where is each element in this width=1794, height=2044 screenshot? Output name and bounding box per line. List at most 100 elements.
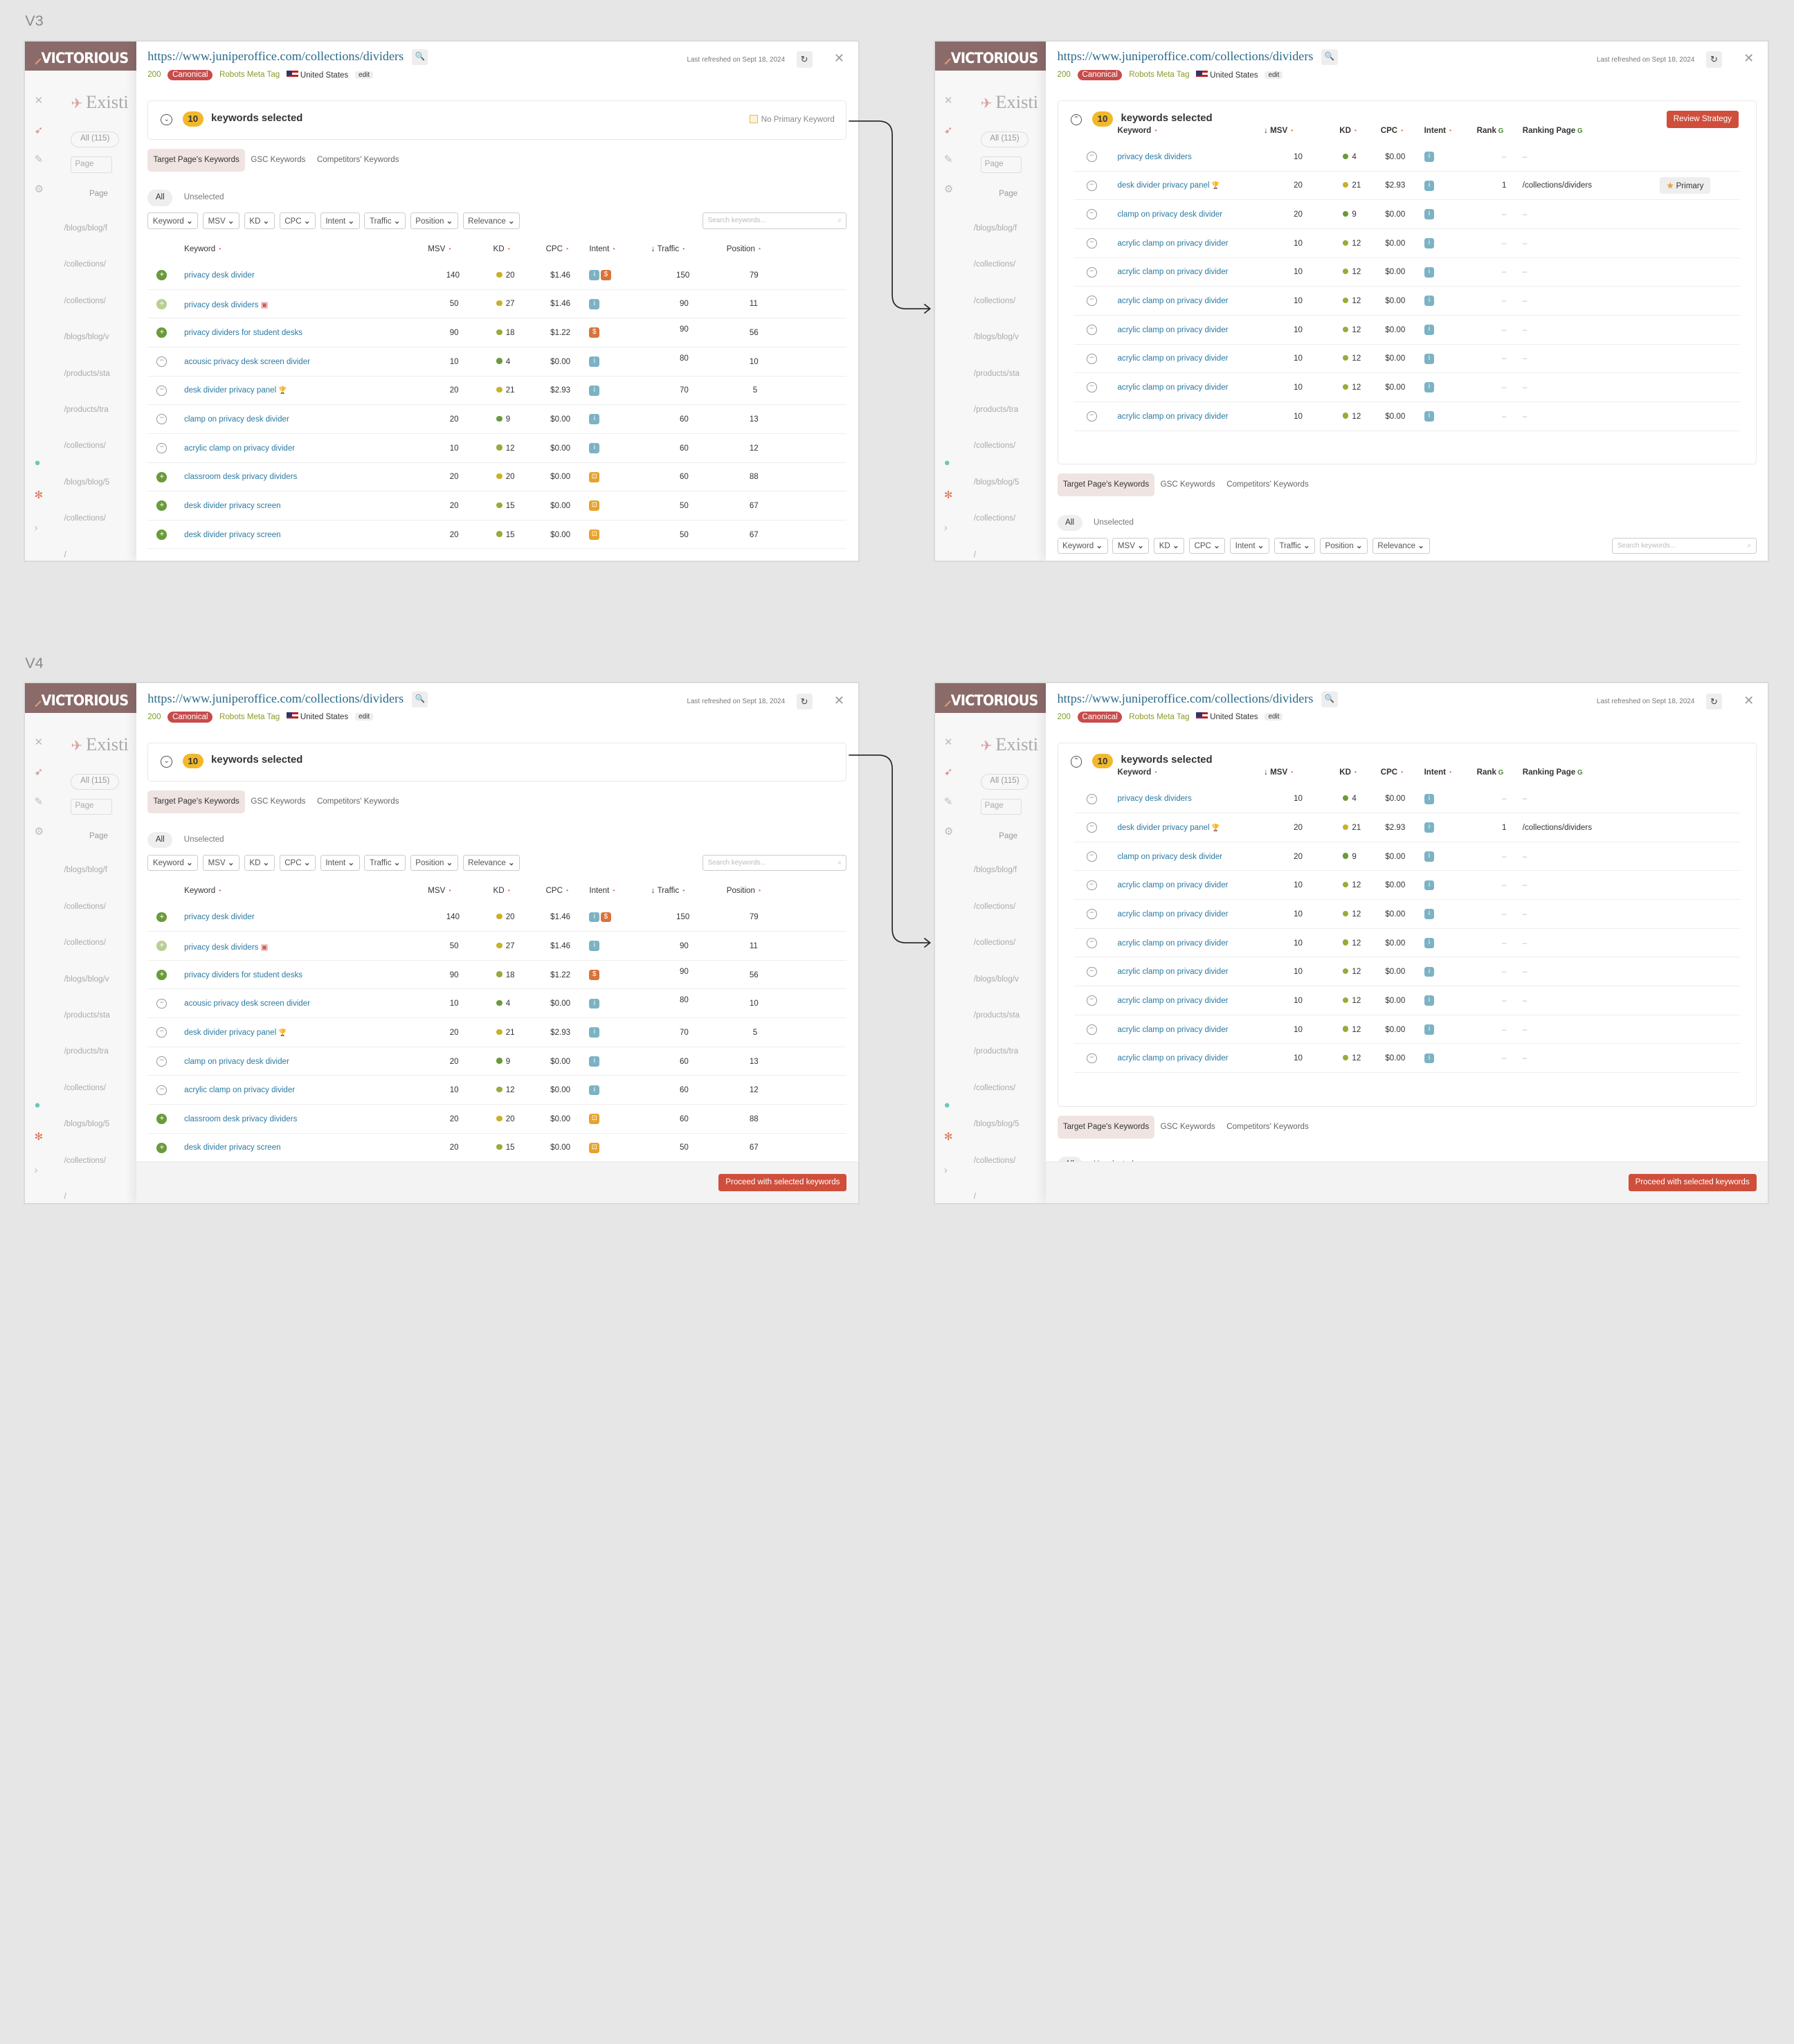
column-intent[interactable]: Intent ◔: [589, 887, 615, 895]
keyword-link[interactable]: privacy desk dividers: [1118, 795, 1192, 803]
tab-target[interactable]: Target Page's Keywords: [147, 790, 246, 814]
deselect-keyword-button[interactable]: −: [1086, 266, 1097, 278]
expand-icon[interactable]: ›: [34, 1164, 38, 1176]
deselect-keyword-button[interactable]: −: [1086, 180, 1097, 191]
deselect-keyword-button[interactable]: −: [156, 1056, 167, 1067]
filter-cpc[interactable]: CPC ⌄: [1188, 537, 1226, 554]
megaphone-icon[interactable]: ✎: [943, 796, 953, 808]
deselect-keyword-button[interactable]: −: [1086, 1053, 1097, 1064]
column-cpc[interactable]: CPC ◔: [546, 245, 569, 253]
deselect-keyword-button[interactable]: −: [1086, 995, 1097, 1006]
keyword-link[interactable]: clamp on privacy desk divider: [184, 415, 289, 424]
select-keyword-button[interactable]: +: [156, 270, 167, 280]
select-keyword-button[interactable]: +: [156, 471, 167, 482]
refresh-icon[interactable]: ↻: [796, 51, 813, 68]
refresh-icon[interactable]: ↻: [796, 693, 813, 709]
filter-position[interactable]: Position ⌄: [410, 854, 458, 871]
hubspot-icon[interactable]: ✻: [34, 489, 44, 501]
deselect-keyword-button[interactable]: −: [156, 443, 167, 453]
select-keyword-button[interactable]: +: [156, 327, 167, 338]
deselect-keyword-button[interactable]: −: [1086, 1024, 1097, 1035]
filter-keyword[interactable]: Keyword ⌄: [147, 212, 199, 229]
edit-country-button[interactable]: edit: [1265, 71, 1283, 79]
megaphone-icon[interactable]: ✎: [34, 154, 44, 166]
deselect-keyword-button[interactable]: −: [1086, 822, 1097, 833]
deselect-keyword-button[interactable]: −: [1086, 851, 1097, 862]
keyword-link[interactable]: clamp on privacy desk divider: [1118, 853, 1223, 861]
gear-icon[interactable]: ⚙: [34, 184, 44, 196]
filter-position[interactable]: Position ⌄: [1319, 537, 1368, 554]
keyword-link[interactable]: privacy dividers for student desks: [184, 971, 302, 979]
column-ranking_page[interactable]: Ranking Page G: [1523, 768, 1583, 777]
column-rank[interactable]: Rank G: [1477, 127, 1504, 135]
keyword-link[interactable]: acrylic clamp on privacy divider: [184, 444, 295, 453]
keyword-link[interactable]: clamp on privacy desk divider: [184, 1058, 289, 1066]
column-position[interactable]: Position ◔: [727, 245, 761, 253]
deselect-keyword-button[interactable]: −: [1086, 966, 1097, 977]
filter-traffic[interactable]: Traffic ⌄: [364, 854, 406, 871]
column-msv[interactable]: ↓ MSV ◔: [1264, 127, 1294, 135]
keyword-link[interactable]: acrylic clamp on privacy divider: [1118, 881, 1229, 889]
search-input[interactable]: Search keywords... ⌕: [703, 212, 847, 229]
keyword-link[interactable]: classroom desk privacy dividers: [184, 473, 297, 481]
subtab-all[interactable]: All: [1057, 514, 1082, 532]
close-icon[interactable]: ✕: [1743, 51, 1755, 66]
filter-intent[interactable]: Intent ⌄: [320, 212, 360, 229]
deselect-keyword-button[interactable]: −: [1086, 325, 1097, 335]
megaphone-icon[interactable]: ✎: [943, 154, 953, 166]
search-input[interactable]: Search keywords... ⌕: [1612, 537, 1757, 554]
hubspot-icon[interactable]: ✻: [34, 1132, 44, 1143]
search-input[interactable]: Search keywords... ⌕: [703, 854, 847, 871]
filter-keyword[interactable]: Keyword ⌄: [1057, 537, 1108, 554]
rocket-icon[interactable]: ➶: [943, 125, 953, 136]
keyword-link[interactable]: privacy dividers for student desks: [184, 329, 302, 337]
deselect-keyword-button[interactable]: −: [156, 385, 167, 396]
column-intent[interactable]: Intent ◔: [1424, 768, 1452, 777]
deselect-keyword-button[interactable]: −: [156, 356, 167, 367]
filter-relevance[interactable]: Relevance ⌄: [462, 212, 520, 229]
subtab-unselected[interactable]: Unselected: [1094, 518, 1134, 527]
tab-target[interactable]: Target Page's Keywords: [1057, 1115, 1155, 1139]
help-icon[interactable]: ●: [34, 1099, 41, 1111]
tab-gsc[interactable]: GSC Keywords: [1160, 1122, 1215, 1131]
rocket-icon[interactable]: ➶: [34, 766, 44, 778]
proceed-button[interactable]: Proceed with selected keywords: [1628, 1173, 1757, 1191]
refresh-icon[interactable]: ↻: [1705, 51, 1723, 68]
keyword-link[interactable]: desk divider privacy panel 🏆: [1118, 824, 1220, 832]
tab-target[interactable]: Target Page's Keywords: [147, 148, 246, 172]
filter-relevance[interactable]: Relevance ⌄: [462, 854, 520, 871]
proceed-button[interactable]: Proceed with selected keywords: [718, 1173, 847, 1191]
column-keyword[interactable]: Keyword ◔: [1118, 127, 1158, 135]
gear-icon[interactable]: ⚙: [34, 826, 44, 838]
keyword-link[interactable]: privacy desk dividers: [1118, 153, 1192, 161]
deselect-keyword-button[interactable]: −: [1086, 353, 1097, 364]
keyword-link[interactable]: acousic privacy desk screen divider: [184, 1000, 310, 1008]
tools-icon[interactable]: ✕: [943, 95, 953, 107]
filter-traffic[interactable]: Traffic ⌄: [364, 212, 406, 229]
column-ranking_page[interactable]: Ranking Page G: [1523, 127, 1583, 135]
tab-gsc[interactable]: GSC Keywords: [251, 797, 306, 806]
keyword-link[interactable]: acrylic clamp on privacy divider: [1118, 383, 1229, 392]
column-cpc[interactable]: CPC ◔: [546, 887, 569, 895]
column-keyword[interactable]: Keyword ◔: [1118, 768, 1158, 777]
deselect-keyword-button[interactable]: −: [1086, 937, 1097, 948]
keyword-link[interactable]: acousic privacy desk screen divider: [184, 358, 310, 366]
review-strategy-button[interactable]: Review Strategy: [1666, 110, 1739, 128]
deselect-keyword-button[interactable]: −: [1086, 411, 1097, 422]
tab-gsc[interactable]: GSC Keywords: [251, 155, 306, 164]
keyword-link[interactable]: acrylic clamp on privacy divider: [1118, 1026, 1229, 1034]
tab-target[interactable]: Target Page's Keywords: [1057, 473, 1155, 497]
hubspot-icon[interactable]: ✻: [943, 1132, 953, 1143]
primary-badge[interactable]: ★ Primary: [1660, 177, 1711, 194]
tab-gsc[interactable]: GSC Keywords: [1160, 480, 1215, 489]
expand-icon[interactable]: ›: [943, 523, 948, 534]
column-kd[interactable]: KD ◔: [493, 245, 511, 253]
inspect-icon[interactable]: 🔍: [412, 691, 428, 707]
filter-kd[interactable]: KD ⌄: [1154, 537, 1185, 554]
filter-intent[interactable]: Intent ⌄: [320, 854, 360, 871]
keyword-link[interactable]: acrylic clamp on privacy divider: [1118, 910, 1229, 919]
select-keyword-button[interactable]: +: [156, 941, 167, 952]
keyword-link[interactable]: privacy desk dividers ▣: [184, 942, 268, 952]
tools-icon[interactable]: ✕: [943, 736, 953, 748]
filter-kd[interactable]: KD ⌄: [244, 212, 275, 229]
